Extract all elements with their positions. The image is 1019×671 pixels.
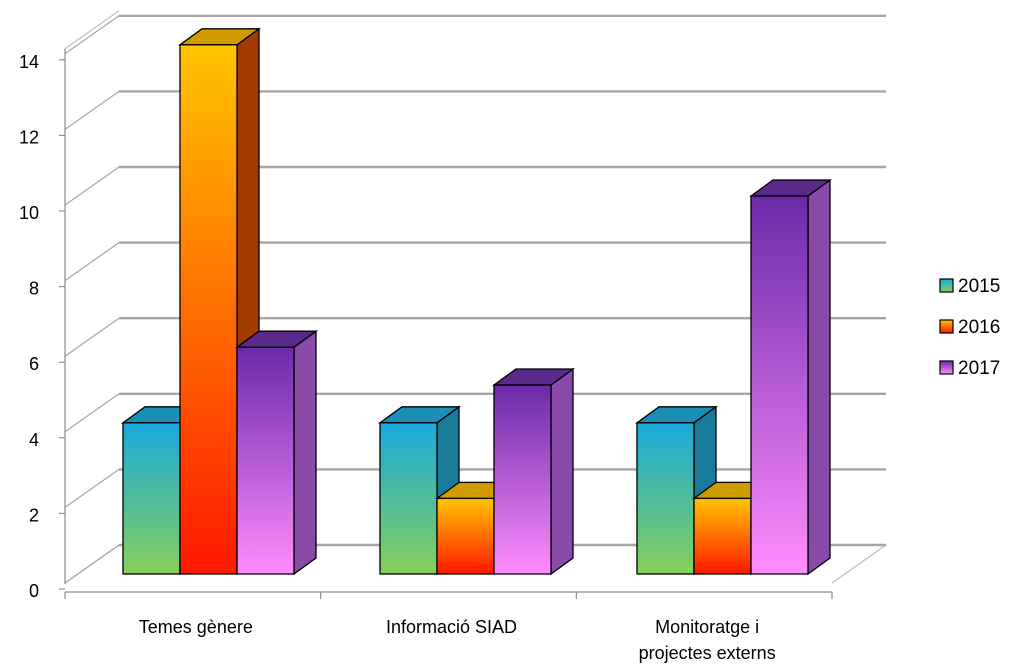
y-tick-label: 0 (29, 581, 39, 601)
legend-swatch (939, 278, 954, 293)
x-tick-label: Temes gènere (139, 617, 253, 637)
y-tick-label: 4 (29, 430, 39, 450)
legend-label: 2015 (958, 276, 1000, 297)
y-tick-label: 8 (29, 279, 39, 299)
legend-label: 2016 (958, 317, 1000, 338)
y-tick-label: 10 (19, 203, 39, 223)
bar-2017 (235, 329, 318, 576)
legend: 2015 2016 2017 (939, 276, 1000, 379)
x-axis-tick-labels: Temes gènere Informació SIAD Monitoratge i… (139, 617, 776, 663)
bar-2017 (749, 178, 832, 576)
gridline (64, 14, 886, 55)
x-tick-label: projectes externs (639, 643, 776, 663)
x-tick-label: Informació SIAD (386, 617, 517, 637)
y-tick-label: 2 (29, 505, 39, 525)
y-tick-label: 12 (19, 127, 39, 147)
legend-item-2015: 2015 (939, 276, 1000, 297)
y-tick-label: 14 (19, 52, 39, 72)
bar-2017 (492, 367, 575, 576)
legend-swatch (939, 360, 954, 375)
legend-item-2016: 2016 (939, 317, 1000, 338)
legend-swatch (939, 319, 954, 334)
x-tick-label: Monitoratge i (655, 617, 759, 637)
axes (59, 48, 833, 599)
legend-item-2017: 2017 (939, 358, 1000, 379)
y-axis-tick-labels: 0 2 4 6 8 10 12 14 (19, 52, 39, 601)
legend-label: 2017 (958, 358, 1000, 379)
y-tick-label: 6 (29, 354, 39, 374)
bars (121, 27, 832, 576)
